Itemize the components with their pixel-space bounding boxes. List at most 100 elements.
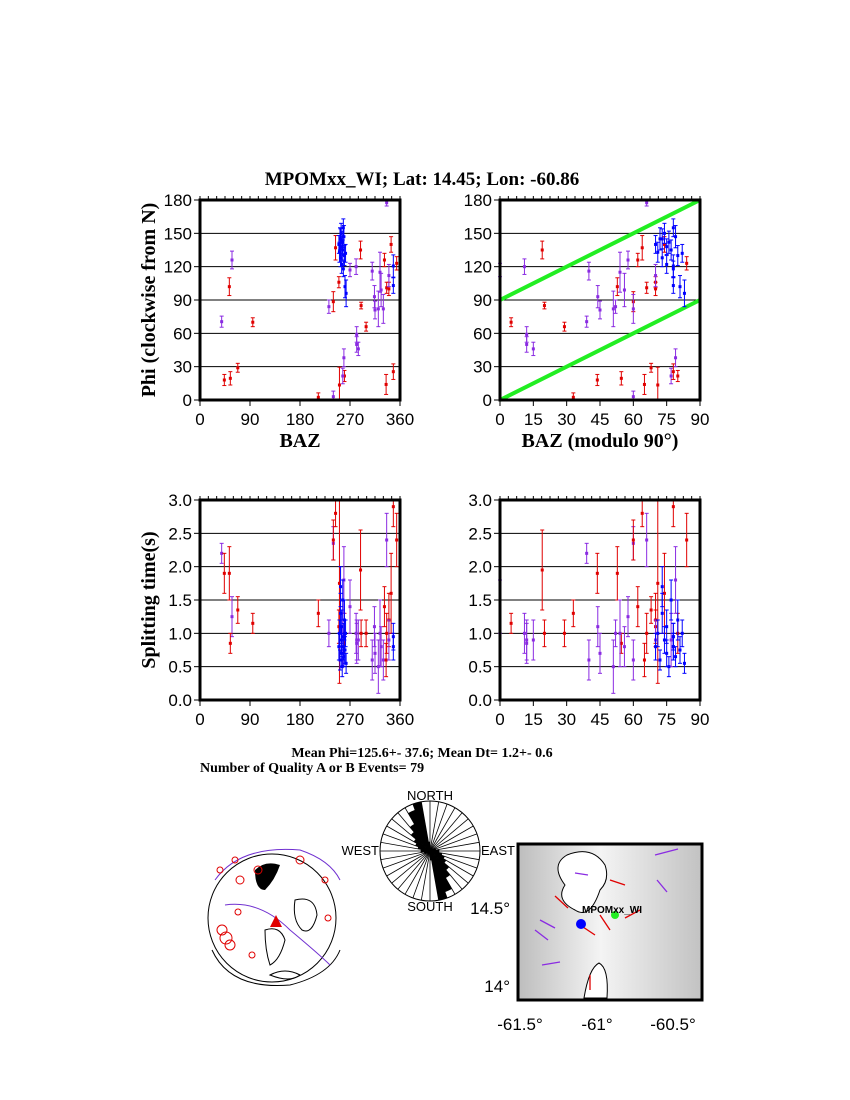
rose-spoke [429,833,478,852]
event-globe-map [207,848,341,987]
data-point [228,641,232,645]
y-tick-label: 150 [164,224,192,243]
data-point [337,250,341,254]
data-point [676,374,680,378]
data-point [611,307,615,311]
rose-spoke [429,801,440,852]
data-point [340,240,344,244]
station-marker-icon [270,915,282,927]
data-point [665,625,669,629]
data-point [341,226,345,230]
data-point [359,631,363,635]
y-tick-label: 1.5 [468,591,492,610]
data-point [596,295,600,299]
x-tick-label: 360 [386,410,414,429]
data-point [251,621,255,625]
data-point [645,538,649,542]
data-point [342,374,346,378]
data-point [327,305,331,309]
data-point [642,382,646,386]
data-point [376,307,380,311]
data-point [373,651,377,655]
data-point [671,267,675,271]
data-point [674,356,678,360]
data-point [331,300,335,304]
y-tick-label: 0.5 [168,658,192,677]
x-tick-label: 90 [691,710,710,729]
x-tick-label: 90 [241,710,260,729]
data-point [348,268,352,272]
x-tick-label: 0 [495,410,504,429]
rose-petal [412,801,430,851]
data-point [222,378,226,382]
rose-spoke [380,850,431,861]
data-point [316,395,320,399]
y-tick-label: 120 [464,258,492,277]
data-point [251,320,255,324]
data-point [385,201,389,205]
data-point [596,625,600,629]
data-point [525,342,529,346]
data-point [525,332,529,336]
y-tick-label: 90 [173,291,192,310]
data-point [344,291,348,295]
x-tick-label: 60 [624,710,643,729]
data-point [227,571,231,575]
y-tick-label: 0 [183,391,192,410]
rose-south-label: SOUTH [407,899,453,914]
data-point [631,395,635,399]
data-point [359,568,363,572]
y-axis-label: Phi (clockwise from N) [138,203,160,398]
data-point [598,651,602,655]
x-axis-label: BAZ [279,430,320,452]
data-point [379,288,383,292]
data-point [389,591,393,595]
data-point [676,618,680,622]
data-point [228,376,232,380]
y-axis-label: Splitting time(s) [138,531,160,668]
data-point [342,655,346,659]
data-point [364,631,368,635]
data-point [674,235,678,239]
rose-petal [420,851,430,853]
data-point [509,320,513,324]
data-point [587,269,591,273]
data-point [662,638,666,642]
x-tick-label: 45 [591,410,610,429]
data-point [662,591,666,595]
y-tick-label: 0.0 [468,691,492,710]
y-tick-label: 2.5 [168,524,192,543]
y-tick-label: 0.5 [468,658,492,677]
y-tick-label: 90 [473,291,492,310]
data-point [665,262,669,266]
rose-east-label: EAST [481,843,515,858]
data-point [342,235,346,239]
lat-tick: 14° [484,977,510,996]
data-point [379,645,383,649]
rose-spoke [429,825,474,852]
x-tick-label: 270 [336,710,364,729]
data-point [671,635,675,639]
data-point [343,285,347,289]
data-point [640,246,644,250]
data-point [531,347,535,351]
data-point [391,264,395,268]
data-point [682,661,686,665]
rose-petal [430,851,450,871]
rose-spoke [429,818,469,852]
data-point [619,641,623,645]
data-point [654,645,658,649]
data-point [230,615,234,619]
data-point [571,611,575,615]
y-tick-label: 0 [483,391,492,410]
data-point [642,658,646,662]
data-point [338,658,342,662]
data-point [395,538,399,542]
data-point [341,267,345,271]
data-point [667,240,671,244]
data-point [370,269,374,273]
data-point [227,285,231,289]
rose-spoke [429,807,456,852]
data-point [671,284,675,288]
data-point [382,605,386,609]
